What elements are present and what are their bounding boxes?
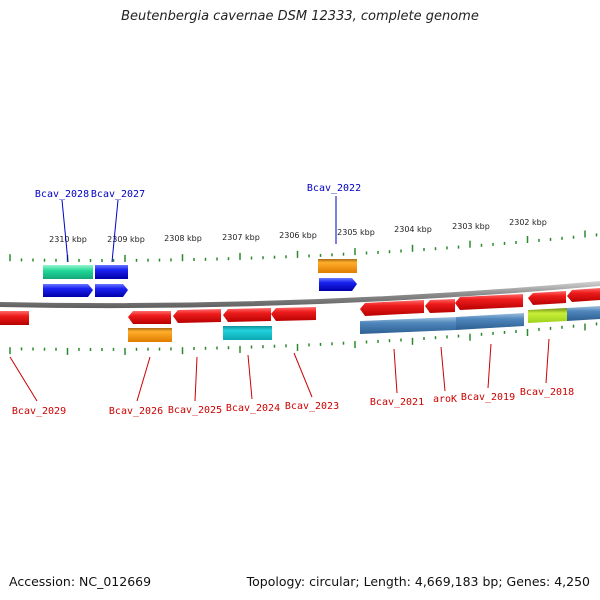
gene-minus-edge[interactable] [567,288,600,302]
label-bcav-2019: Bcav_2019 [461,392,515,403]
label-bcav-2024: Bcav_2024 [226,403,280,414]
accession-text: Accession: NC_012669 [9,574,152,589]
scale-label-2302kbp: 2302 kbp [509,218,547,227]
leader-bcav-2025 [194,356,198,402]
label-arok: aroK [433,394,457,405]
gene-plus-arrow-2[interactable] [95,284,128,297]
leader-arok [440,346,446,392]
gene-feature-orange[interactable] [128,328,172,342]
scale-label-2305kbp: 2305 kbp [337,228,375,237]
gene-plus-arrow-3[interactable] [319,278,357,291]
genome-backbone [0,281,600,309]
label-bcav-2026: Bcav_2026 [109,406,163,417]
gene-bcav-2024[interactable] [223,308,271,322]
gene-bcav-2026[interactable] [128,311,171,324]
scale-label-2303kbp: 2303 kbp [452,222,490,231]
gene-bcav-2027[interactable] [95,265,128,279]
scale-label-2309kbp: 2309 kbp [107,235,145,244]
leader-bcav-2023 [293,352,313,398]
leader-bcav-2018 [545,338,550,384]
scale-label-2304kbp: 2304 kbp [394,225,432,234]
gene-feature-steel-3[interactable] [567,306,600,321]
leader-bcav-2024 [247,354,253,400]
label-bcav-2022: Bcav_2022 [307,183,361,194]
leader-bcav-2026 [136,356,151,402]
label-bcav-2025: Bcav_2025 [168,405,222,416]
leader-bcav-2028 [61,199,69,263]
scale-label-2307kbp: 2307 kbp [222,233,260,242]
label-bcav-2027: Bcav_2027 [91,189,145,200]
plus-strand-genes [43,259,357,297]
scale-label-2308kbp: 2308 kbp [164,234,202,243]
gene-bcav-2021[interactable] [360,300,424,316]
genome-summary-text: Topology: circular; Length: 4,669,183 bp… [246,574,590,589]
gene-bcav-2023[interactable] [271,307,316,321]
gene-feature-lime[interactable] [528,308,567,323]
gene-bcav-2018[interactable] [528,291,566,305]
label-bcav-2023: Bcav_2023 [285,401,339,412]
label-bcav-2018: Bcav_2018 [520,387,574,398]
gene-bcav-2022[interactable] [318,259,357,273]
gene-bcav-2028[interactable] [43,265,93,279]
gene-bcav-2019[interactable] [455,294,523,310]
gene-plus-arrow-1[interactable] [43,284,93,297]
lower-tick-track [9,322,598,355]
leader-bcav-2027 [111,199,119,263]
upper-tick-track [9,230,598,262]
gene-feature-steel-2[interactable] [456,313,524,330]
label-bcav-2021: Bcav_2021 [370,397,424,408]
leader-bcav-2029 [9,356,38,402]
gene-bcav-2029[interactable] [0,311,29,325]
gene-arok[interactable] [425,299,455,313]
gene-feature-steel-1[interactable] [360,317,456,334]
label-bcav-2029: Bcav_2029 [12,406,66,417]
gene-feature-cyan[interactable] [223,326,272,340]
scale-label-2310kbp: 2310 kbp [49,235,87,244]
minus-strand-genes [0,288,600,342]
gene-bcav-2025[interactable] [173,309,221,323]
label-bcav-2028: Bcav_2028 [35,189,89,200]
leader-bcav-2021 [393,348,398,394]
scale-label-2306kbp: 2306 kbp [279,231,317,240]
leader-bcav-2019 [487,343,492,389]
map-title: Beutenbergia cavernae DSM 12333, complet… [121,9,479,24]
